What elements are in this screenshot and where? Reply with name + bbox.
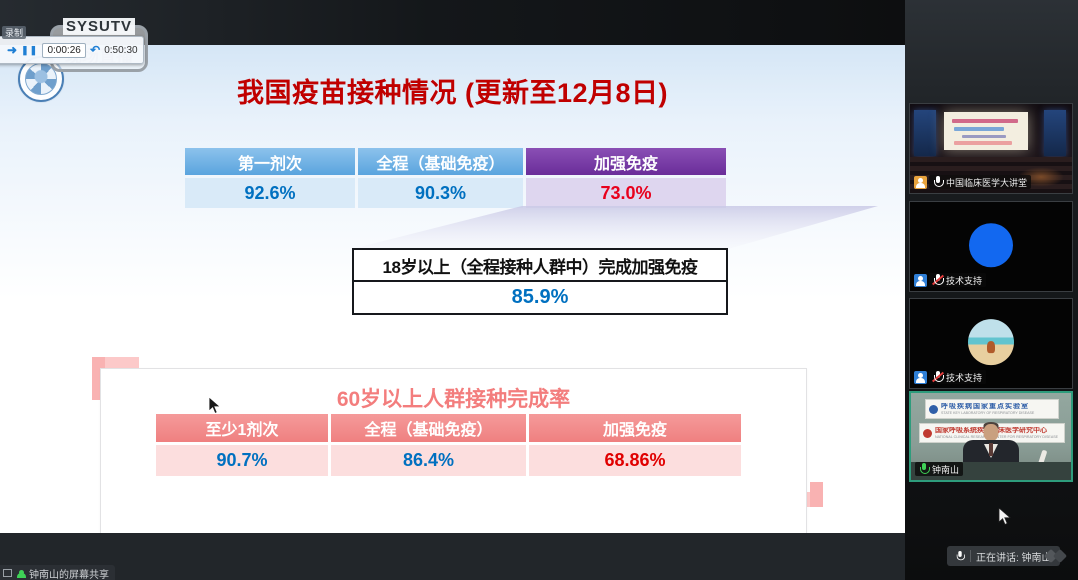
table-header-cell: 全程（基础免疫） bbox=[358, 148, 523, 175]
participant-video-support-1[interactable]: 技术支持 bbox=[909, 201, 1073, 292]
table-header-cell: 全程（基础免疫） bbox=[331, 414, 526, 442]
speaker-video-feed: 呼吸疾病国家重点实验室 STATE KEY LABORATORY OF RESP… bbox=[911, 393, 1071, 480]
table-value-cell: 90.3% bbox=[358, 178, 523, 208]
now-speaking-label: 正在讲话: 钟南山 bbox=[976, 552, 1052, 564]
table-header-cell: 第一剂次 bbox=[185, 148, 355, 175]
play-button[interactable]: ➜ bbox=[7, 43, 18, 57]
lab-sign-en: STATE KEY LABORATORY OF RESPIRATORY DISE… bbox=[941, 409, 1035, 415]
pause-button[interactable]: ❚❚ bbox=[21, 44, 39, 55]
now-speaking-status: 正在讲话: 钟南山 bbox=[947, 546, 1060, 566]
record-label: 录制 bbox=[2, 26, 27, 39]
adult-booster-label: 18岁以上（全程接种人群中）完成加强免疫 bbox=[354, 250, 726, 282]
avatar bbox=[968, 318, 1014, 365]
mic-muted-icon bbox=[931, 273, 945, 287]
mic-on-icon bbox=[933, 175, 944, 189]
stage-bottom-bar bbox=[0, 533, 905, 580]
mouse-cursor-local bbox=[998, 508, 1012, 526]
adult-booster-box: 18岁以上（全程接种人群中）完成加强免疫 85.9% bbox=[352, 248, 728, 315]
center-logo-icon bbox=[923, 428, 932, 438]
mini-slide-projection bbox=[944, 112, 1028, 150]
senior-vaccination-table: 至少1剂次 全程（基础免疫） 加强免疫 90.7% 86.4% 68.86% bbox=[156, 414, 741, 476]
participant-name: 技术支持 bbox=[946, 275, 983, 286]
participant-icon bbox=[914, 175, 927, 189]
table-value-cell: 86.4% bbox=[331, 445, 526, 476]
participant-name: 钟南山 bbox=[932, 464, 960, 475]
participant-icon bbox=[914, 370, 927, 384]
senior-coverage-card: 60岁以上人群接种完成率 至少1剂次 全程（基础免疫） 加强免疫 90.7% 8… bbox=[100, 368, 807, 539]
participant-video-support-2[interactable]: 技术支持 bbox=[909, 298, 1073, 389]
participant-name: 技术支持 bbox=[946, 372, 983, 383]
lab-sign-cn: 呼吸疾病国家重点实验室 bbox=[941, 403, 1029, 411]
table-header-cell: 至少1剂次 bbox=[156, 414, 328, 442]
app-brand-logo bbox=[1043, 548, 1076, 564]
lab-logo-icon bbox=[929, 404, 938, 414]
mic-active-icon bbox=[919, 462, 930, 476]
table-value-cell: 92.6% bbox=[185, 178, 355, 208]
table-header-cell: 加强免疫 bbox=[529, 414, 741, 442]
senior-card-title: 60岁以上人群接种完成率 bbox=[336, 388, 571, 411]
participants-sidebar: 中国临床医学大讲堂 技术支持 技术支持 bbox=[905, 0, 1078, 580]
participant-icon bbox=[914, 273, 927, 287]
elapsed-time-field[interactable]: 0:00:26 bbox=[42, 42, 87, 58]
participant-video-speaker[interactable]: 呼吸疾病国家重点实验室 STATE KEY LABORATORY OF RESP… bbox=[909, 391, 1073, 482]
mic-muted-icon bbox=[931, 370, 945, 384]
table-value-cell: 73.0% bbox=[526, 178, 726, 208]
avatar bbox=[969, 222, 1013, 267]
window-icon bbox=[3, 569, 12, 577]
screen-share-label: 钟南山的屏幕共享 bbox=[29, 569, 109, 580]
participant-name: 中国临床医学大讲堂 bbox=[946, 177, 1028, 188]
table-value-cell: 68.86% bbox=[529, 445, 741, 476]
sharer-icon bbox=[15, 568, 26, 579]
slide-title: 我国疫苗接种情况 (更新至12月8日) bbox=[236, 78, 669, 108]
national-vaccination-table: 第一剂次 全程（基础免疫） 加强免疫 92.6% 90.3% 73.0% bbox=[185, 148, 726, 208]
recorder-panel: ➜ ❚❚ 0:00:26 ↶ 0:50:30 bbox=[0, 36, 144, 64]
top-bar bbox=[0, 0, 1078, 45]
table-header-cell: 加强免疫 bbox=[526, 148, 726, 175]
watermark-title: SYSUTV bbox=[62, 18, 136, 35]
speaker-person bbox=[962, 422, 1020, 466]
table-value-cell: 90.7% bbox=[156, 445, 328, 476]
participant-video-hall[interactable]: 中国临床医学大讲堂 bbox=[909, 103, 1073, 194]
rewind-button[interactable]: ↶ bbox=[90, 43, 101, 57]
screen-share-status: 钟南山的屏幕共享 bbox=[0, 565, 115, 580]
total-time-label: 0:50:30 bbox=[104, 44, 138, 56]
adult-booster-value: 85.9% bbox=[511, 286, 569, 308]
screen-share-stage: 我国疫苗接种情况 (更新至12月8日) 第一剂次 全程（基础免疫） 加强免疫 9… bbox=[0, 45, 905, 539]
speaking-mic-icon bbox=[956, 550, 966, 561]
